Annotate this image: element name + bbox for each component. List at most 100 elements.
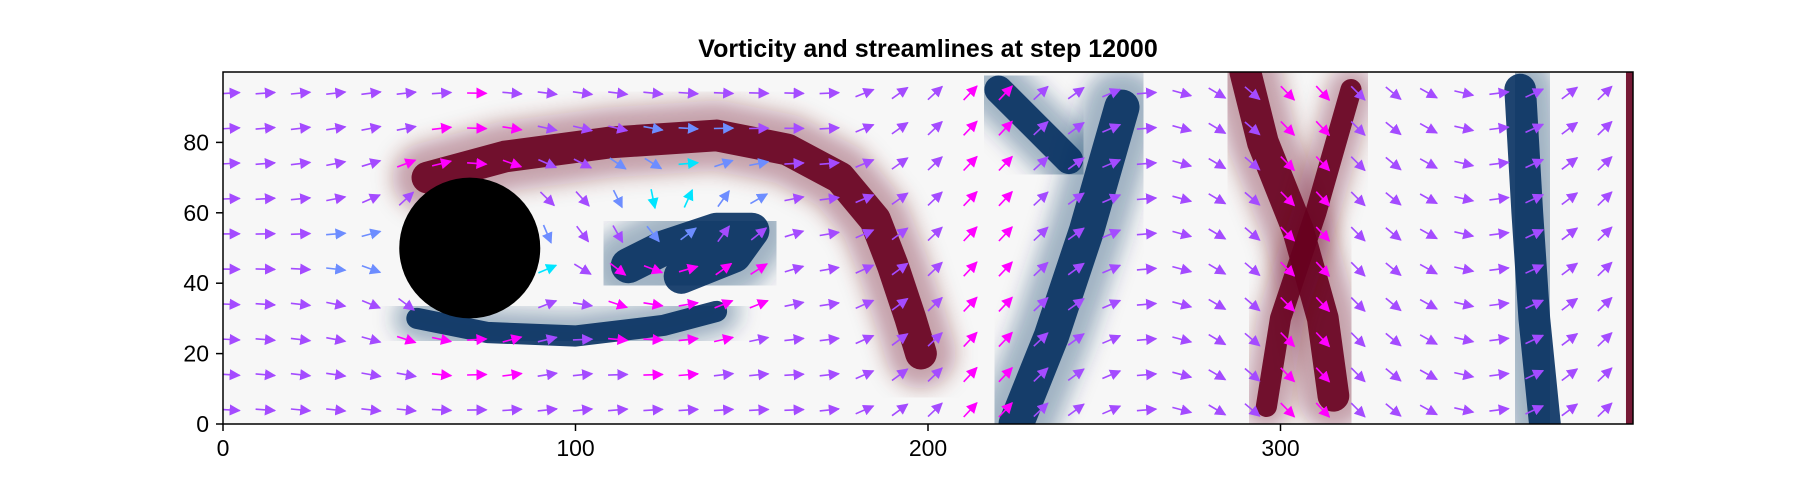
streamline-arrow [784, 298, 805, 310]
streamline-arrow [1597, 191, 1613, 206]
streamline-arrow [998, 261, 1013, 277]
streamline-arrow [1489, 193, 1510, 205]
streamline-arrow [784, 263, 805, 275]
streamline-arrow [398, 297, 415, 311]
streamline-arrow [1208, 369, 1227, 381]
streamline-arrow [998, 296, 1013, 312]
streamline-arrow [1385, 191, 1402, 206]
streamline-arrow [255, 298, 277, 310]
vorticity-band [984, 75, 1084, 175]
streamline-arrow [855, 228, 875, 240]
streamline-arrow [1315, 120, 1331, 137]
streamline-arrow [1489, 263, 1510, 275]
streamline-arrow [1208, 87, 1227, 99]
streamline-arrow [1525, 299, 1545, 310]
streamline-arrow [1067, 227, 1085, 241]
streamline-arrow [1597, 156, 1613, 171]
streamline-arrow [1136, 263, 1158, 275]
streamline-arrow [431, 158, 453, 170]
streamline-arrow [1385, 367, 1402, 382]
streamline-arrow [891, 333, 909, 346]
streamline-arrow [361, 263, 382, 275]
streamline-arrow [855, 193, 875, 204]
streamline-arrow [1385, 403, 1402, 417]
streamline-arrow [891, 403, 909, 417]
streamline-arrow [290, 228, 312, 240]
plot-area [223, 72, 1633, 424]
streamline-arrow [1136, 193, 1158, 205]
streamline-arrow [396, 158, 417, 169]
streamline-arrow [290, 87, 312, 99]
streamline-arrow [361, 334, 382, 345]
streamline-arrow [396, 87, 418, 99]
streamline-arrow [819, 263, 840, 275]
streamline-arrow [855, 369, 875, 380]
streamline-arrow [1419, 369, 1438, 381]
streamline-arrow [502, 369, 523, 381]
streamline-arrow [1350, 402, 1366, 418]
streamline-arrow [1172, 157, 1193, 169]
streamline-arrow [1419, 158, 1438, 169]
streamline-arrow [1280, 332, 1296, 348]
streamline-arrow [326, 298, 347, 310]
streamline-arrow [1385, 262, 1402, 277]
streamline-arrow [891, 227, 909, 241]
streamline-arrow [1561, 297, 1579, 311]
streamline-arrow [1136, 333, 1158, 346]
streamline-arrow [1244, 367, 1261, 382]
streamline-arrow [1172, 404, 1193, 416]
streamline-arrow [431, 87, 453, 99]
streamline-arrow [683, 188, 694, 208]
streamline-arrow [784, 87, 805, 99]
streamline-arrow [963, 155, 978, 172]
streamline-arrow [678, 157, 700, 170]
streamline-arrow [927, 191, 943, 206]
streamline-arrow [1244, 332, 1261, 347]
streamline-arrow [572, 369, 594, 381]
streamline-arrow [819, 193, 841, 205]
streamline-arrow [1280, 120, 1296, 137]
y-tick-label: 60 [183, 200, 209, 226]
streamline-arrow [326, 122, 347, 134]
vorticity-band [1255, 79, 1362, 417]
streamline-arrow [1350, 156, 1366, 172]
streamline-arrow [1350, 332, 1366, 348]
streamline-arrow [326, 404, 347, 416]
streamline-arrow [1136, 404, 1158, 416]
streamline-arrow [1350, 226, 1366, 242]
streamline-arrow [1385, 86, 1402, 101]
streamline-arrow [396, 369, 418, 381]
streamline-arrow [326, 263, 347, 275]
streamline-arrow [678, 369, 700, 381]
streamline-arrow [326, 87, 347, 99]
streamline-arrow [927, 261, 943, 277]
x-tick-label: 100 [556, 435, 594, 461]
streamline-arrow [927, 296, 943, 312]
streamline-arrow [290, 122, 312, 134]
streamline-arrow [1033, 332, 1049, 347]
streamline-arrow [539, 191, 555, 207]
y-tick-label: 80 [183, 129, 209, 155]
streamline-arrow [1561, 262, 1579, 276]
y-tick-label: 20 [183, 341, 209, 367]
streamline-arrow [538, 299, 558, 310]
streamline-arrow [572, 87, 594, 99]
streamline-arrow [502, 334, 523, 346]
streamline-arrow [927, 120, 943, 136]
streamline-arrow [361, 404, 382, 416]
streamline-arrow [998, 366, 1013, 383]
x-tick-label: 200 [909, 435, 947, 461]
streamline-arrow [608, 404, 629, 416]
streamline-arrow [1280, 156, 1296, 172]
streamline-arrow [572, 122, 594, 134]
streamline-arrow [819, 87, 841, 99]
streamline-arrow [361, 369, 382, 381]
streamline-arrow [609, 157, 627, 170]
streamline-arrow [1489, 157, 1510, 170]
streamline-arrow [361, 122, 382, 134]
streamline-arrow [855, 299, 875, 310]
streamline-arrow [891, 122, 909, 135]
streamline-arrow [1033, 296, 1049, 312]
streamline-arrow [608, 87, 629, 99]
